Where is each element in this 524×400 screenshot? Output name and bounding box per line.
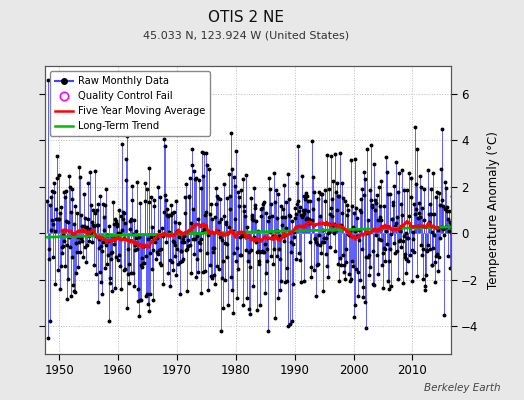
Legend: Raw Monthly Data, Quality Control Fail, Five Year Moving Average, Long-Term Tren: Raw Monthly Data, Quality Control Fail, … (50, 71, 210, 136)
Text: Berkeley Earth: Berkeley Earth (424, 383, 500, 393)
Y-axis label: Temperature Anomaly (°C): Temperature Anomaly (°C) (487, 131, 500, 289)
Text: 45.033 N, 123.924 W (United States): 45.033 N, 123.924 W (United States) (143, 30, 350, 40)
Text: OTIS 2 NE: OTIS 2 NE (208, 10, 285, 25)
